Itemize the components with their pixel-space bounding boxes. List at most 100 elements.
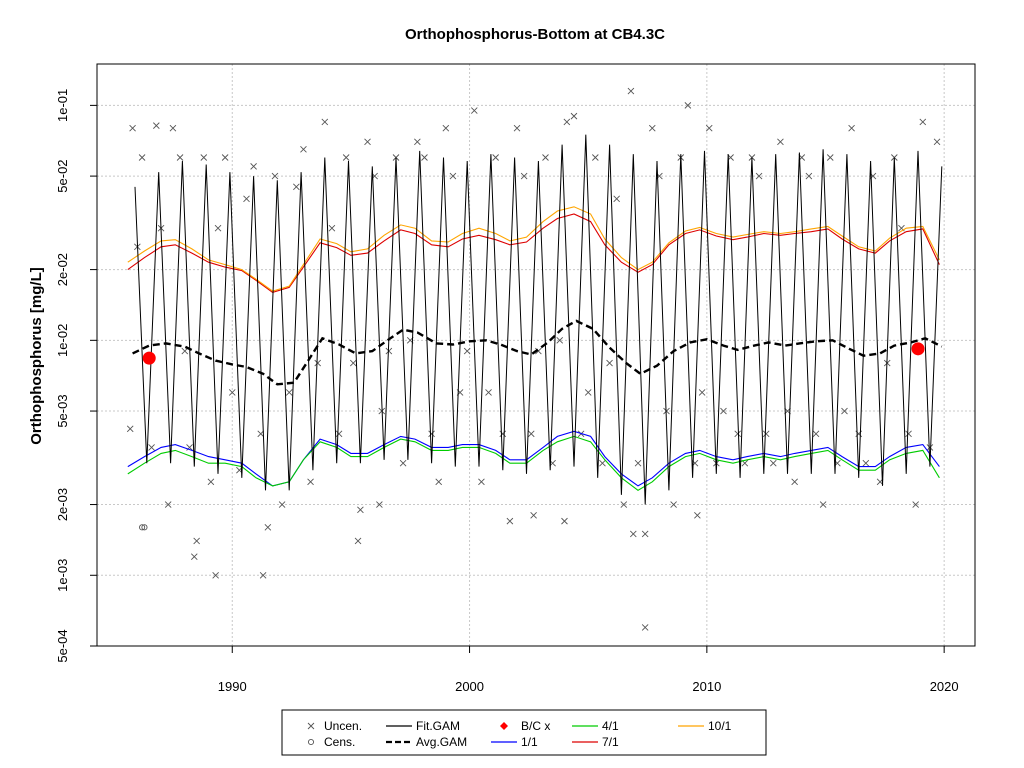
uncensored-point <box>720 407 727 415</box>
series-line-10-1 <box>127 206 940 292</box>
legend-box <box>281 709 767 756</box>
uncensored-point <box>606 359 613 367</box>
uncensored-point <box>592 154 599 161</box>
uncensored-point <box>314 359 322 367</box>
points-layer <box>126 87 941 631</box>
y-tick-label: 5e-04 <box>55 629 70 662</box>
legend-symbol <box>307 722 315 730</box>
uncensored-point <box>328 224 336 232</box>
uncensored-point <box>354 537 362 545</box>
uncensored-point <box>777 138 784 146</box>
uncensored-point <box>535 347 542 355</box>
uncensored-point <box>214 224 222 232</box>
uncensored-point <box>755 172 763 180</box>
uncensored-point <box>148 444 155 451</box>
uncensored-point <box>207 478 215 486</box>
uncensored-point <box>169 124 177 132</box>
uncensored-point <box>259 571 267 579</box>
y-tick-label: 5e-03 <box>55 394 70 427</box>
uncensored-point <box>200 154 208 161</box>
uncensored-point <box>599 459 606 467</box>
uncensored-point <box>933 138 941 146</box>
uncensored-point <box>181 347 189 355</box>
uncensored-point <box>307 478 314 486</box>
legend-item: Uncen. <box>307 719 362 733</box>
uncensored-point <box>293 183 300 191</box>
axis-layer: 1990 2000 2010 2020 5e-04 1e-03 2e-03 5e-03 1e-0… <box>55 89 959 694</box>
series-line-1-1 <box>127 430 940 487</box>
y-tick-label: 1e-03 <box>55 559 70 592</box>
uncensored-point <box>264 523 272 531</box>
x-tick-label: 2010 <box>692 679 721 694</box>
uncensored-point <box>791 478 798 486</box>
chart-title: Orthophosphorus-Bottom at CB4.3C <box>405 26 665 43</box>
uncensored-point <box>499 430 507 438</box>
legend: Uncen. Cens. Fit.GAM Avg.GAM B/C x 1/1 4/1 7/1 1… <box>281 709 767 756</box>
uncensored-point <box>478 478 485 486</box>
uncensored-point <box>641 530 649 538</box>
uncensored-point <box>705 124 713 132</box>
uncensored-point <box>684 102 692 109</box>
uncensored-point <box>769 459 777 467</box>
legend-symbol <box>500 722 508 730</box>
uncensored-point <box>126 425 134 433</box>
uncensored-point <box>556 337 564 344</box>
uncensored-point <box>335 430 343 438</box>
uncensored-point <box>212 571 219 579</box>
uncensored-point <box>570 112 578 120</box>
uncensored-point <box>463 347 471 355</box>
legend-item: Cens. <box>307 735 355 749</box>
legend-label: 10/1 <box>708 719 732 733</box>
bc-point <box>911 342 925 356</box>
legend-item: Avg.GAM <box>386 735 467 749</box>
legend-item: 7/1 <box>572 735 619 749</box>
series-line-7-1 <box>127 213 940 294</box>
uncensored-point <box>613 195 620 203</box>
uncensored-point <box>470 107 478 114</box>
y-tick-label: 1e-02 <box>55 324 70 357</box>
uncensored-point <box>300 146 307 153</box>
legend-label: B/C x <box>521 719 550 733</box>
uncensored-point <box>129 124 136 132</box>
legend-label: Cens. <box>324 735 355 749</box>
uncensored-point <box>584 389 592 396</box>
legend-item: 10/1 <box>678 719 732 733</box>
censored-point <box>139 524 146 531</box>
uncensored-point <box>243 195 250 203</box>
uncensored-point <box>762 430 770 438</box>
uncensored-point <box>629 530 637 538</box>
uncensored-point <box>506 517 514 525</box>
uncensored-point <box>257 430 265 438</box>
y-tick-label: 2e-03 <box>55 488 70 521</box>
legend-item: B/C x <box>500 719 550 733</box>
legend-item: 4/1 <box>572 719 619 733</box>
uncensored-point <box>641 624 649 631</box>
uncensored-point <box>357 506 364 514</box>
uncensored-point <box>421 154 428 161</box>
uncensored-point <box>520 172 528 180</box>
uncensored-point <box>627 87 635 95</box>
lines-layer <box>127 134 943 505</box>
uncensored-point <box>349 359 357 367</box>
censored-point <box>141 524 148 531</box>
y-tick-label: 5e-02 <box>55 159 70 192</box>
uncensored-point <box>694 511 701 519</box>
uncensored-point <box>428 430 435 438</box>
fit-gam-line <box>134 134 943 505</box>
uncensored-point <box>919 118 927 126</box>
series-line-4-1 <box>127 435 940 491</box>
grid-layer <box>97 64 975 647</box>
uncensored-point <box>492 154 499 161</box>
x-tick-label: 2000 <box>455 679 484 694</box>
uncensored-point <box>620 501 628 508</box>
uncensored-point <box>342 154 350 161</box>
uncensored-point <box>841 407 848 415</box>
uncensored-point <box>542 154 549 161</box>
uncensored-point <box>250 163 257 170</box>
uncensored-point <box>278 501 286 508</box>
uncensored-point <box>414 138 421 146</box>
x-tick-label: 2020 <box>930 679 959 694</box>
uncensored-point <box>563 118 571 126</box>
